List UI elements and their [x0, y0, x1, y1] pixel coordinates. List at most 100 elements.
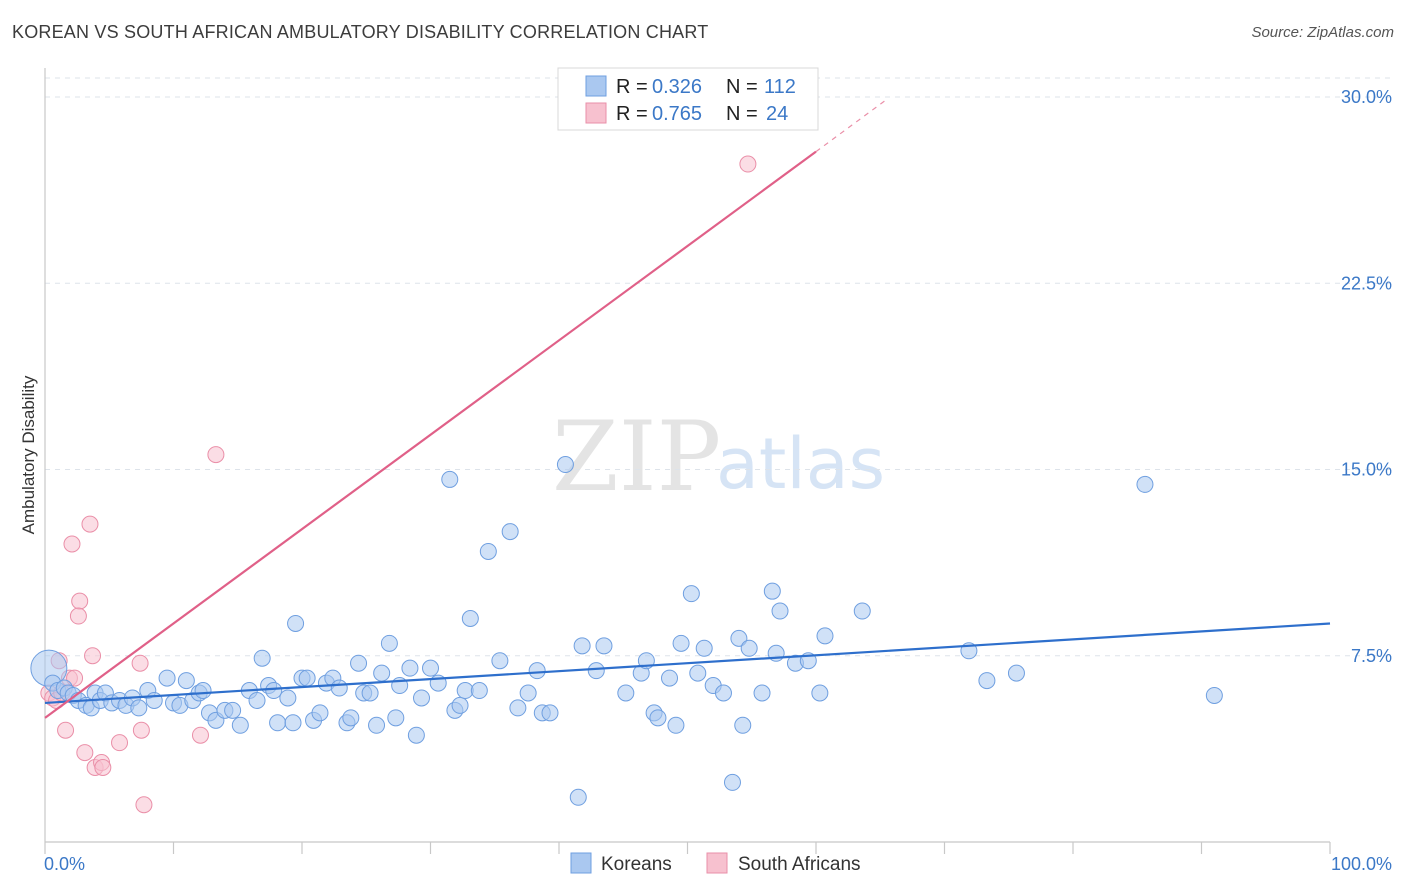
- korean-point: [350, 654, 368, 672]
- korean-point: [667, 716, 685, 734]
- korean-point: [177, 672, 195, 690]
- x-tick-label-max: 100.0%: [1331, 854, 1392, 874]
- korean-point: [501, 523, 519, 541]
- korean-point: [413, 689, 431, 707]
- korean-point: [771, 602, 789, 620]
- korean-point: [509, 699, 527, 717]
- korean-point: [491, 652, 509, 670]
- korean-point: [734, 716, 752, 734]
- source-credit: Source: ZipAtlas.com: [1251, 24, 1394, 41]
- korean-point: [569, 788, 587, 806]
- south-african-trendline: [44, 150, 817, 719]
- korean-point: [695, 639, 713, 657]
- korean-point: [689, 664, 707, 682]
- south-african-point: [94, 759, 112, 776]
- korean-point: [661, 669, 679, 687]
- korean-point: [556, 456, 574, 474]
- korean-trendline: [44, 622, 1331, 705]
- legend-sa-n-value: 24: [766, 103, 788, 125]
- series-legend: Koreans South Africans: [570, 852, 861, 875]
- bottom-legend-korean-swatch: [570, 852, 592, 874]
- korean-point: [342, 709, 360, 727]
- bottom-legend-sa-label: South Africans: [738, 854, 861, 875]
- legend-korean-r-value: 0.326: [652, 76, 702, 98]
- korean-point: [284, 714, 302, 732]
- y-tick-label: 7.5%: [1351, 646, 1392, 666]
- axes: [44, 68, 1331, 854]
- korean-point: [441, 470, 459, 488]
- korean-point: [361, 684, 379, 702]
- korean-point: [194, 682, 212, 700]
- legend-sa-n-label: N =: [726, 103, 758, 125]
- korean-point: [1136, 475, 1154, 493]
- south-african-point: [207, 446, 225, 464]
- legend-sa-swatch: [585, 102, 607, 124]
- korean-point: [541, 704, 559, 722]
- y-tick-label: 22.5%: [1341, 273, 1392, 293]
- south-african-point: [191, 726, 209, 744]
- korean-point: [595, 637, 613, 655]
- south-african-point: [63, 535, 81, 553]
- korean-point: [451, 696, 469, 714]
- south-african-point: [71, 592, 89, 610]
- legend-sa-r-value: 0.765: [652, 103, 702, 125]
- korean-point: [422, 659, 439, 677]
- korean-point: [682, 585, 700, 603]
- y-tick-label: 15.0%: [1341, 460, 1392, 480]
- korean-point: [528, 662, 546, 680]
- korean-point: [816, 627, 834, 645]
- y-tick-labels: 7.5% 15.0% 22.5% 30.0%: [1341, 87, 1392, 666]
- y-tick-label: 30.0%: [1341, 87, 1392, 107]
- korean-point: [130, 699, 148, 717]
- korean-point: [224, 701, 242, 719]
- korean-point: [519, 684, 537, 702]
- korean-point: [740, 639, 758, 657]
- korean-point: [311, 704, 329, 722]
- x-tick-label-min: 0.0%: [44, 854, 85, 874]
- south-african-point: [81, 515, 99, 533]
- south-african-point: [111, 734, 129, 752]
- trendlines: [44, 99, 1331, 719]
- bottom-legend-korean-label: Koreans: [601, 854, 672, 875]
- korean-point: [730, 629, 748, 647]
- south-african-trendline-extension: [815, 99, 888, 153]
- korean-point: [269, 714, 287, 732]
- korean-point: [407, 726, 425, 744]
- south-african-point: [76, 744, 94, 762]
- korean-point: [978, 672, 996, 690]
- korean-point: [617, 684, 635, 702]
- south-african-point: [135, 796, 153, 814]
- korean-point: [649, 709, 667, 727]
- korean-point: [753, 684, 771, 702]
- korean-point: [1007, 664, 1025, 682]
- korean-point: [368, 716, 386, 734]
- chart-title: KOREAN VS SOUTH AFRICAN AMBULATORY DISAB…: [12, 22, 709, 42]
- korean-point: [763, 582, 781, 600]
- korean-point: [573, 637, 591, 655]
- korean-point: [298, 669, 316, 687]
- korean-point: [723, 773, 741, 791]
- bottom-legend-sa-label-swatch: [706, 852, 728, 874]
- korean-point: [714, 684, 732, 702]
- korean-point: [470, 682, 488, 700]
- legend-korean-swatch: [585, 75, 607, 97]
- south-african-point: [84, 647, 102, 665]
- korean-point: [587, 662, 605, 680]
- legend-korean-r-label: R =: [616, 76, 648, 98]
- legend-korean-n-label: N =: [726, 76, 758, 98]
- south-african-point: [131, 654, 149, 672]
- legend-korean-n-value: 112: [764, 76, 796, 98]
- korean-point: [279, 689, 297, 707]
- south-african-point: [132, 721, 150, 739]
- korean-point: [401, 659, 419, 677]
- south-african-point: [739, 155, 757, 173]
- korean-point: [853, 602, 871, 620]
- legend-sa-r-label: R =: [616, 103, 648, 125]
- correlation-legend: R = 0.326 N = 112 R = 0.765 N = 24: [557, 67, 819, 131]
- korean-point: [253, 649, 271, 667]
- korean-point: [456, 682, 474, 700]
- korean-point: [373, 664, 391, 682]
- south-african-point: [66, 669, 84, 687]
- korean-point: [265, 682, 283, 700]
